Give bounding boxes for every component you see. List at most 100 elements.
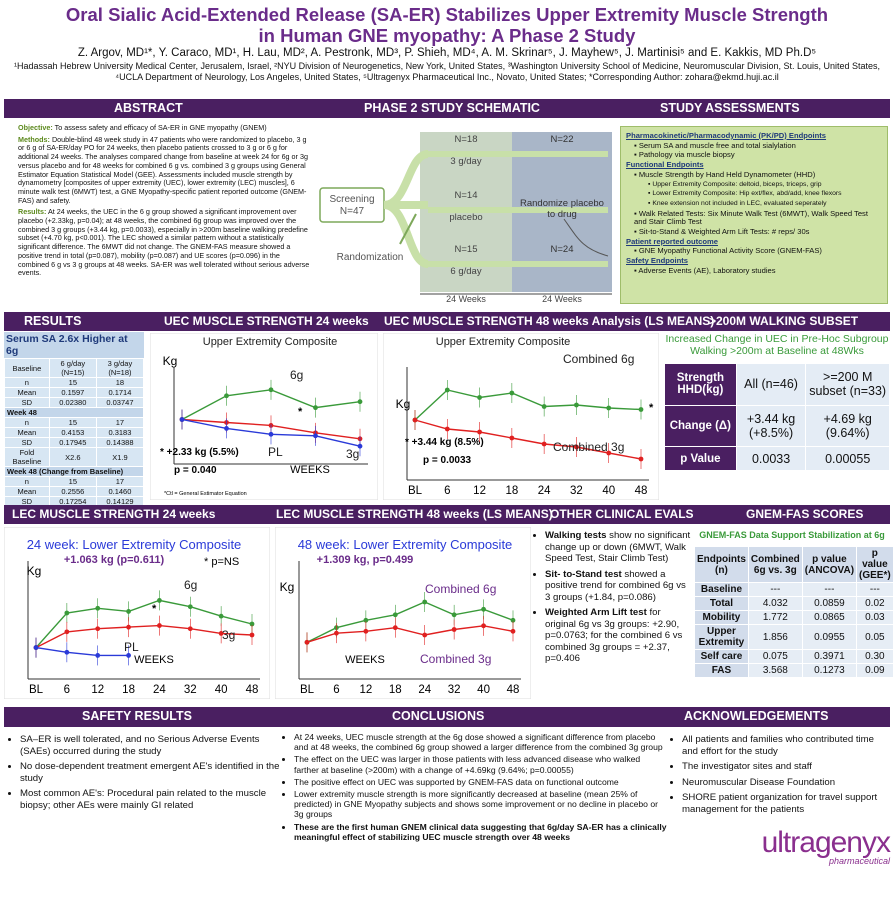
chart-title: Upper Extremity Composite (203, 336, 338, 348)
cell: Strength HHD(kg) (664, 363, 737, 406)
cell: 0.1460 (95, 486, 145, 497)
assessment-text: Walk Related Tests: Six Minute Walk Test… (634, 208, 868, 227)
series-line (414, 419, 642, 460)
point (481, 606, 486, 612)
point (33, 645, 39, 650)
assessment-item: Patient reported outcome (626, 237, 882, 247)
chart-bg (4, 527, 270, 699)
assessment-item: ▪ Muscle Strength by Hand Held Dynamomet… (626, 169, 882, 180)
lead: Results: (18, 207, 47, 217)
list: All patients and families who contribute… (670, 734, 890, 815)
table: Strength HHD(kg) All (n=46) >=200 M subset… (664, 363, 890, 471)
point (638, 456, 644, 462)
bullet-mark: ▪ (648, 199, 653, 207)
heading: OTHER CLINICAL EVALS (550, 507, 694, 521)
cell: 15 (48, 377, 97, 388)
point (313, 433, 318, 439)
arm-label: 3 g/day (450, 156, 481, 167)
cell: --- (856, 582, 894, 597)
bullet-text: show no significant change up or down (6… (545, 530, 691, 564)
point (95, 653, 101, 658)
randomize-arrow (563, 218, 609, 257)
point (268, 387, 274, 393)
cell: 0.3971 (801, 649, 858, 664)
assessment-item: Functional Endpoints (626, 160, 882, 170)
lead: Objective: (18, 123, 53, 132)
point (126, 609, 131, 614)
bullet: Most common AE's: Procedural pain relate… (20, 788, 280, 811)
cell: 0.2556 (48, 486, 97, 497)
cell: 0.00055 (805, 446, 890, 471)
point (224, 426, 229, 431)
point (95, 605, 101, 611)
heading: ABSTRACT (114, 101, 183, 115)
band: LEC MUSCLE STRENGTH 24 weeks LEC MUSCLE … (4, 505, 890, 524)
assessment-text: Pharmacokinetic/Pharmacodynamic (PK/PD) … (626, 131, 827, 140)
chart: Upper Extremity Composite Kg WEEKS * +2.33 … (150, 333, 378, 500)
bullet-text: SA–ER is well tolerated, and no Serious … (20, 734, 260, 757)
row: Baseline 6 g/day (N=15) 3 g/day (N=18) (4, 358, 145, 378)
series-label: Combined 6g (563, 352, 634, 366)
row: Mean 0.1597 0.1714 (4, 387, 145, 398)
series-label: 3g (222, 628, 235, 642)
cell: Baseline (694, 582, 749, 597)
point (574, 444, 579, 450)
bullet-text: At 24 weeks, UEC muscle strength at the … (294, 732, 663, 753)
arrow (383, 150, 430, 268)
x-tick-label: BL (300, 684, 315, 696)
annotation: * +3.44 kg (8.5%) (405, 437, 484, 448)
row: Strength HHD(kg) All (n=46) >=200 M subset… (664, 363, 890, 406)
cell: 0.0033 (735, 446, 807, 471)
assessments: Pharmacokinetic/Pharmacodynamic (PK/PD) … (620, 126, 888, 304)
band: RESULTS UEC MUSCLE STRENGTH 24 weeks UEC… (4, 312, 890, 331)
x-label: WEEKS (345, 654, 385, 666)
assessment-text: Functional Endpoints (626, 160, 704, 170)
bullet-text: The effect on the UEC was larger in thos… (294, 754, 641, 775)
bullet-text: showed a positive trend for combined 6g … (545, 568, 686, 603)
bullet-text: Most common AE's: Procedural pain relate… (20, 788, 267, 811)
assessment-text: Knee extension not included in LEC, eval… (652, 199, 827, 207)
series-line (35, 646, 129, 657)
cell: Mean (4, 427, 50, 438)
second-label: N=22 (551, 134, 574, 145)
row: Endpoints (n) Combined 6g vs. 3g p value (… (694, 546, 894, 583)
x-tick-label: 12 (91, 684, 104, 696)
chart-subtitle: +1.309 kg, p=0.499 (317, 554, 414, 566)
row: p Value 0.0033 0.00055 (664, 446, 890, 471)
bullet-lead: Weighted Arm Lift test (545, 607, 647, 618)
row: Change (Δ) +3.44 kg (+8.5%) +4.69 kg (9.64… (664, 404, 890, 448)
authors: Z. Argov, MD¹*, Y. Caraco, MD¹, H. Lau, … (77, 47, 817, 59)
logo-name: ultragenyx (761, 826, 891, 859)
text: To assess safety and efficacy of SA-ER i… (52, 123, 267, 132)
bullet: All patients and families who contribute… (682, 734, 890, 757)
x-tick-label: 18 (389, 684, 402, 696)
row: Upper Extremity 1.856 0.0955 0.05 (694, 624, 894, 650)
bullet-text: These are the first human GNEM clinical … (294, 821, 667, 842)
cell: p value (ANCOVA) (801, 546, 858, 583)
point (638, 407, 644, 412)
point (187, 626, 193, 632)
assessment-text: Muscle Strength by Hand Held Dynamometer… (638, 169, 816, 179)
cell: 0.1714 (95, 387, 145, 398)
series-label: PL (124, 640, 139, 654)
chart-title: 48 week: Lower Extremity Composite (298, 537, 513, 552)
bullet-mark: ▪ (634, 169, 639, 179)
chart: BL 6 12 18 24 32 40 48 Upper Extremity Composite… (383, 333, 659, 500)
assessment-text: Safety Endpoints (626, 256, 689, 266)
point (606, 450, 612, 456)
bullet: Walking tests show no significant change… (545, 530, 693, 565)
chart-title: Upper Extremity Composite (436, 336, 571, 348)
cell: p value (GEE*) (856, 546, 894, 583)
point (444, 426, 450, 432)
cell: Week 48 (Change from Baseline) (4, 466, 144, 477)
point (509, 435, 515, 441)
cell: X1.9 (95, 447, 145, 467)
x-tick-label: 12 (359, 684, 372, 696)
chart: BL 6 12 18 24 32 40 48 48 week: Lower Extremity … (275, 527, 531, 699)
cell: --- (801, 582, 858, 597)
annotation: *Ctl = General Estimator Equation (164, 491, 247, 497)
weeks: 24 Weeks (446, 294, 486, 304)
assessment-item: ▪ Serum SA and muscle free and total sia… (626, 141, 882, 151)
row: SD 0.02380 0.03747 (4, 397, 145, 408)
assessment-text: Adverse Events (AE), Laboratory studies (638, 265, 776, 275)
